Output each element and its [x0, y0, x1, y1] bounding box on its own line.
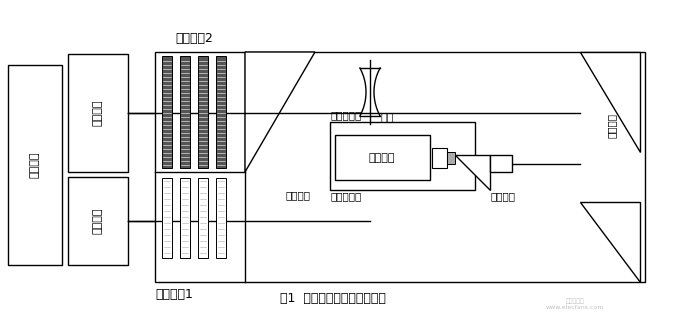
- Text: 电子发烧友
www.elecfans.com: 电子发烧友 www.elecfans.com: [546, 299, 604, 310]
- Bar: [490, 155, 512, 172]
- Bar: [335, 135, 430, 180]
- Bar: [198, 56, 208, 168]
- Bar: [155, 52, 645, 282]
- Bar: [180, 178, 190, 258]
- Bar: [447, 152, 455, 164]
- Text: 折转棱镜: 折转棱镜: [607, 113, 617, 138]
- Polygon shape: [580, 52, 640, 152]
- Bar: [8, 65, 62, 265]
- Text: 发射系统: 发射系统: [93, 208, 103, 234]
- Bar: [68, 177, 128, 265]
- Bar: [216, 56, 226, 168]
- Text: 被检仪器: 被检仪器: [30, 152, 40, 178]
- Text: 分光棱镜: 分光棱镜: [285, 190, 310, 200]
- Text: 激光接收管: 激光接收管: [330, 191, 361, 201]
- Polygon shape: [455, 155, 490, 190]
- Text: 衰减片组1: 衰减片组1: [155, 288, 193, 301]
- Bar: [68, 54, 128, 172]
- Bar: [180, 56, 190, 168]
- Bar: [330, 122, 475, 190]
- Bar: [198, 178, 208, 258]
- Bar: [162, 178, 172, 258]
- Text: 电路处理: 电路处理: [369, 153, 395, 163]
- Text: 图1  无靶板消光比测试原理图: 图1 无靶板消光比测试原理图: [280, 292, 386, 305]
- Polygon shape: [580, 202, 640, 282]
- Text: 接收系统: 接收系统: [93, 100, 103, 126]
- Bar: [216, 178, 226, 258]
- Text: 物镜: 物镜: [380, 113, 393, 123]
- Text: 衰减片组2: 衰减片组2: [175, 32, 213, 45]
- Text: 激光发光管: 激光发光管: [330, 110, 361, 120]
- Polygon shape: [245, 52, 315, 172]
- Text: 小孔光阑: 小孔光阑: [490, 191, 515, 201]
- Bar: [162, 56, 172, 168]
- Bar: [432, 148, 447, 168]
